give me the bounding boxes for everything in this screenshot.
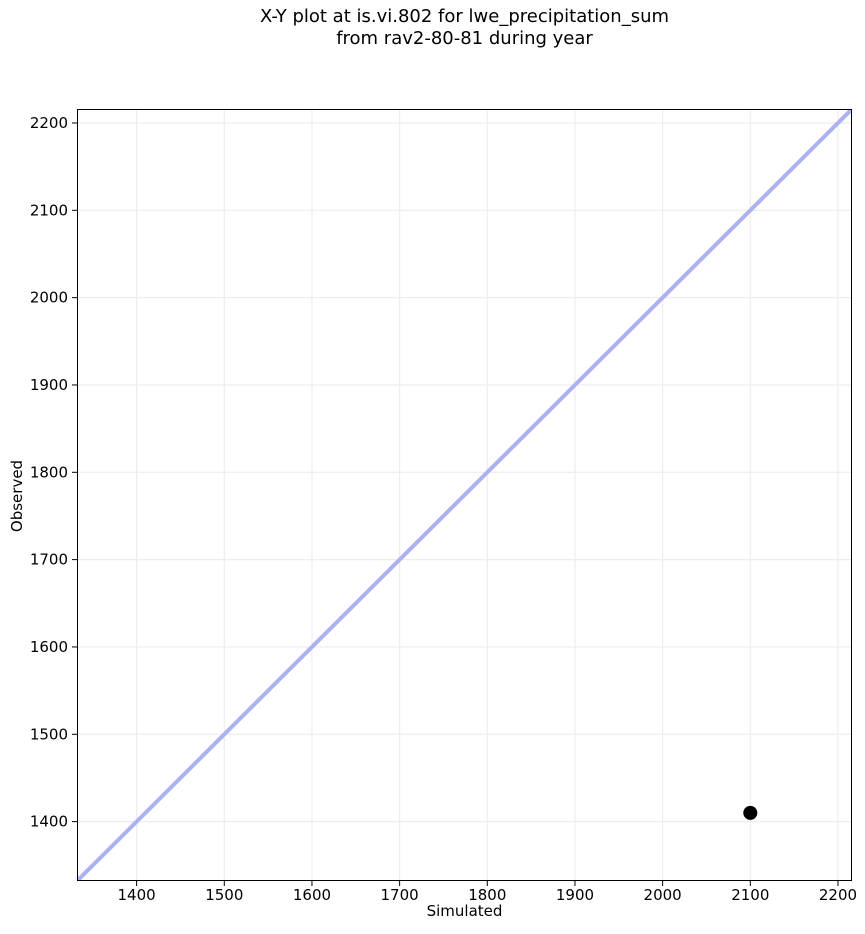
x-tick-label: 2100 [731, 886, 769, 904]
x-tick-label: 1600 [293, 886, 331, 904]
chart-title-line1: X-Y plot at is.vi.802 for lwe_precipitat… [259, 6, 670, 27]
observation-point [743, 805, 758, 820]
plot-border [77, 109, 852, 881]
y-tick-label: 2200 [30, 114, 68, 132]
chart-title-line2: from rav2-80-81 during year [336, 28, 593, 49]
y-tick-label: 1800 [30, 463, 68, 481]
x-tick-label: 2200 [819, 886, 857, 904]
x-tick-label: 1700 [381, 886, 419, 904]
y-tick-label: 2100 [30, 201, 68, 219]
y-tick-label: 1600 [30, 638, 68, 656]
y-axis-label: Observed [8, 459, 26, 533]
y-tick-label: 1700 [30, 551, 68, 569]
chart-title: X-Y plot at is.vi.802 for lwe_precipitat… [77, 6, 852, 50]
x-tick-label: 1500 [205, 886, 243, 904]
x-axis-label: Simulated [426, 902, 503, 920]
x-tick-label: 1400 [118, 886, 156, 904]
y-tick-label: 1900 [30, 376, 68, 394]
x-tick-label: 2000 [644, 886, 682, 904]
y-tick-label: 1400 [30, 813, 68, 831]
identity-line [77, 109, 852, 881]
y-tick-label: 1500 [30, 725, 68, 743]
y-tick-label: 2000 [30, 289, 68, 307]
x-tick-label: 1800 [468, 886, 506, 904]
x-tick-label: 1900 [556, 886, 594, 904]
